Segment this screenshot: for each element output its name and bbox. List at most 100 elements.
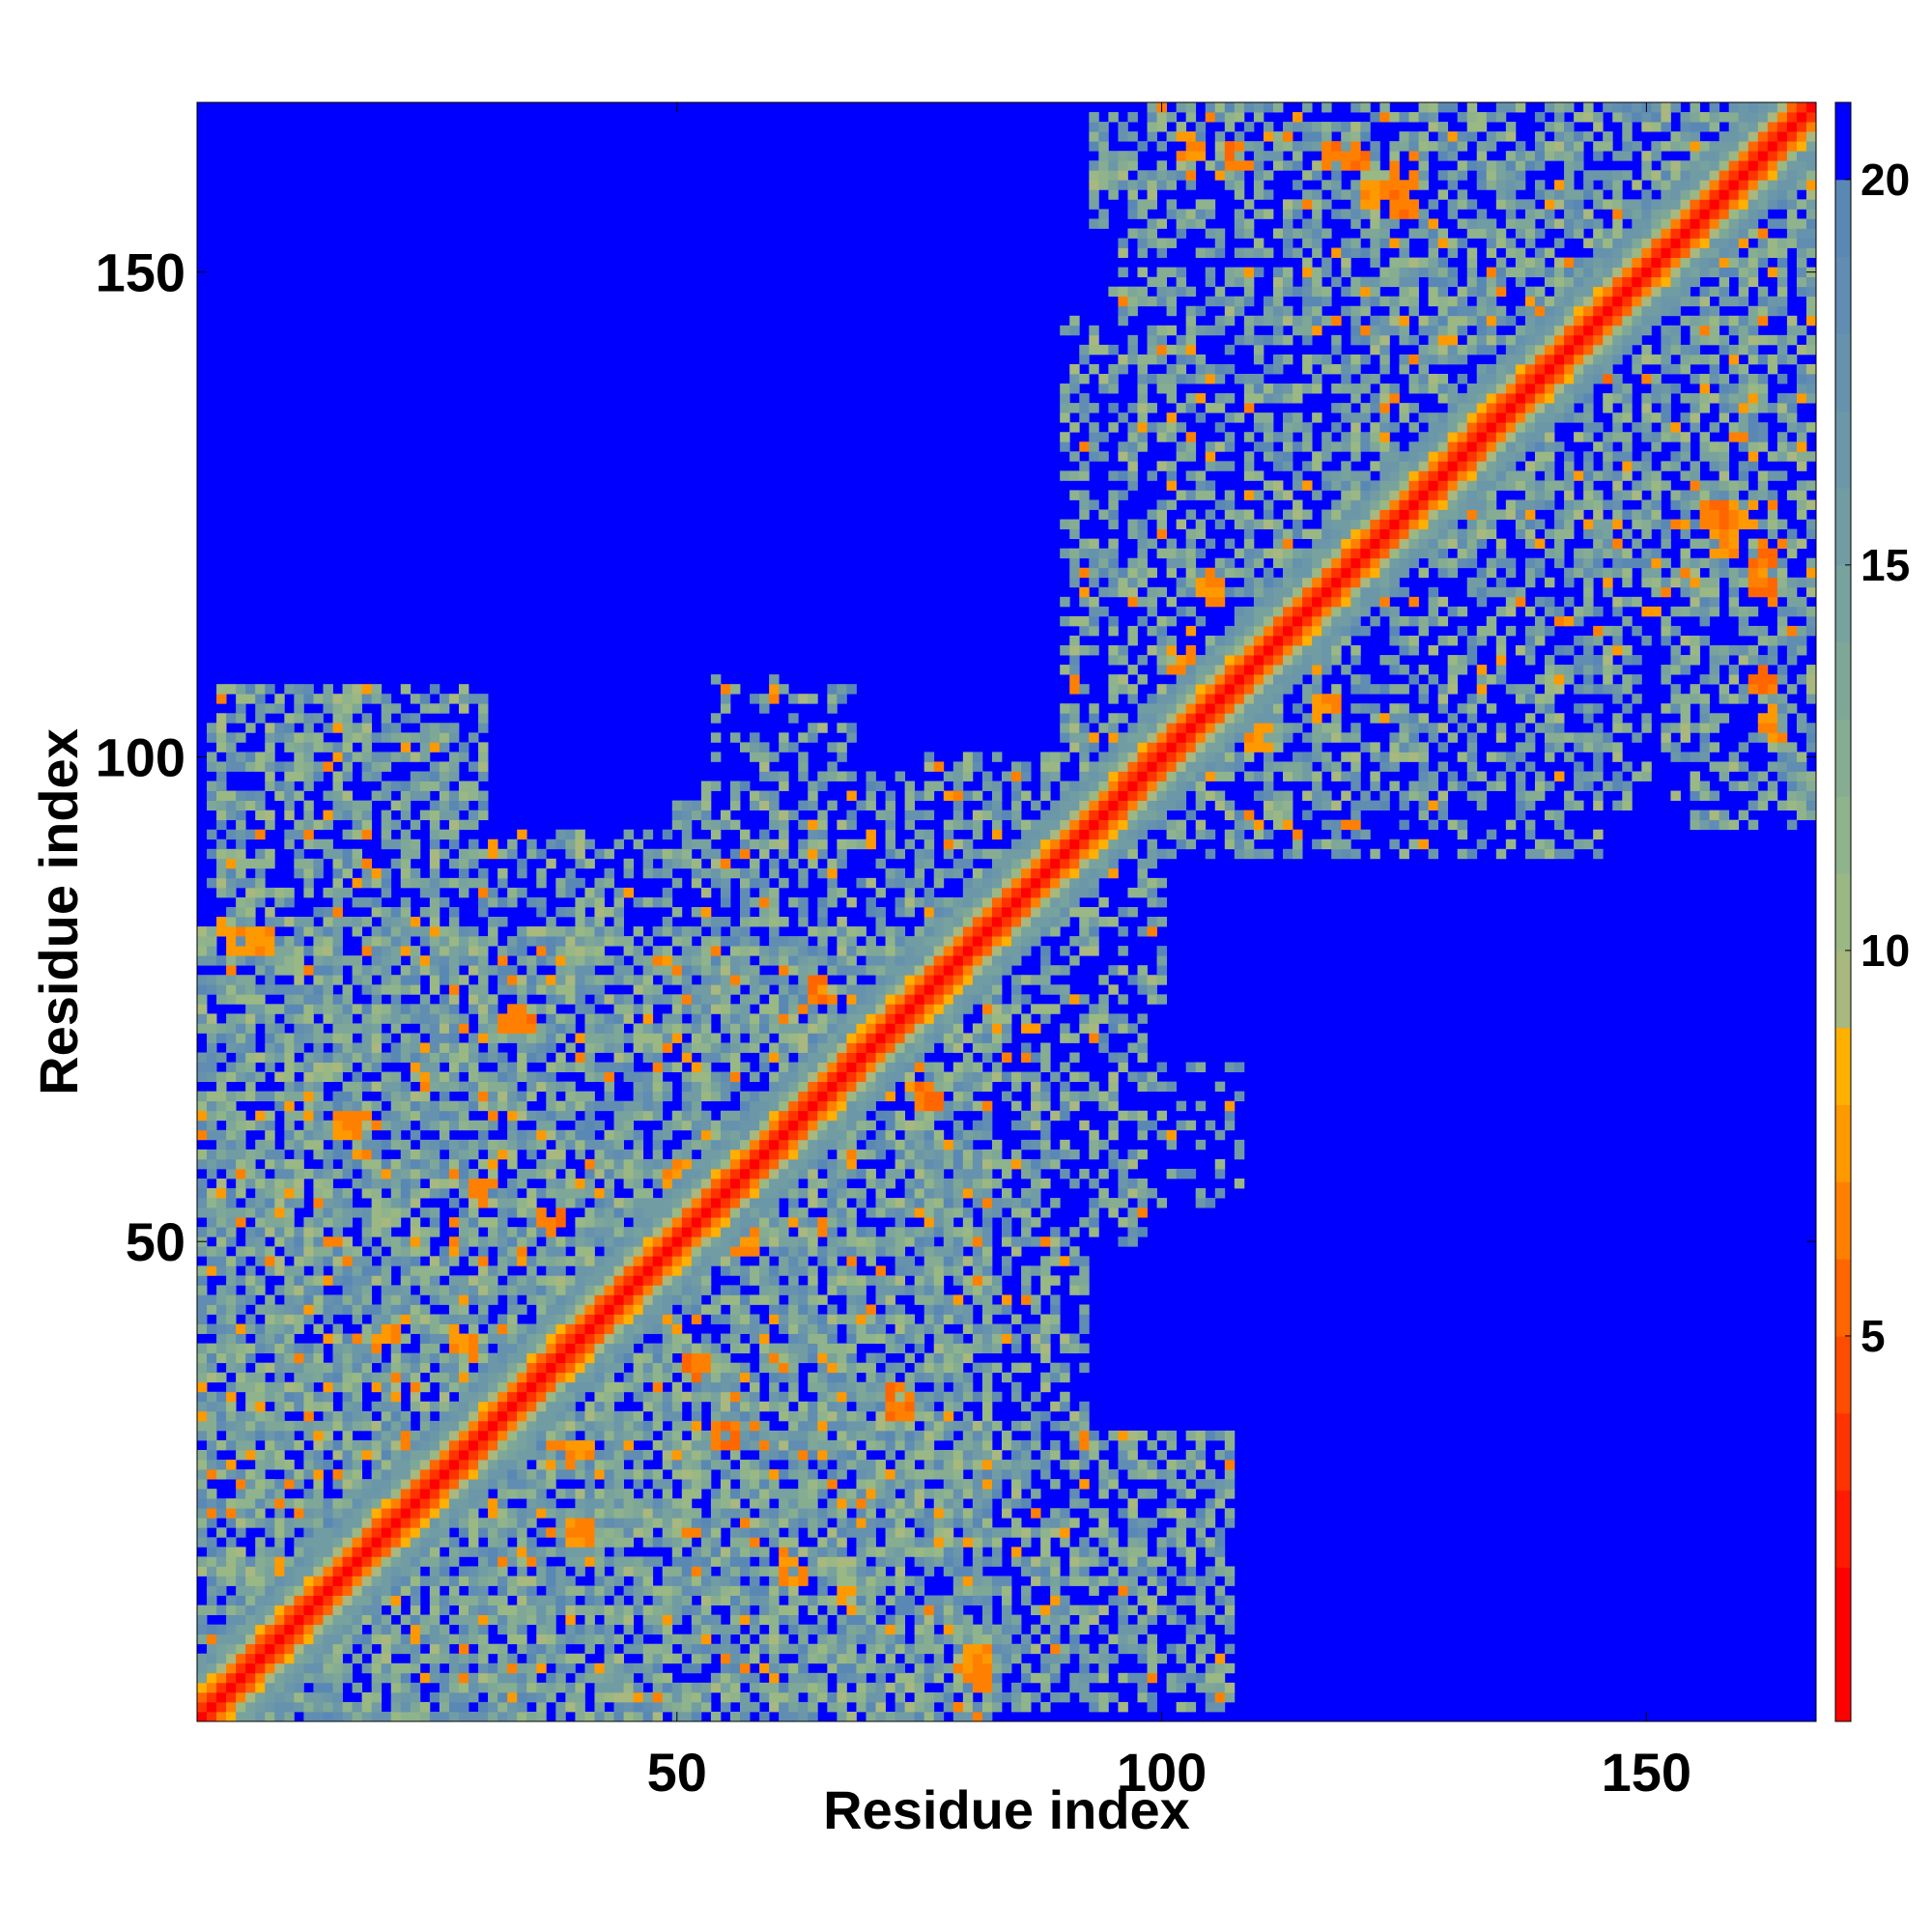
heatmap-cell xyxy=(429,1439,440,1451)
heatmap-cell xyxy=(245,1566,256,1577)
heatmap-cell xyxy=(488,1566,498,1577)
heatmap-cell xyxy=(284,1304,295,1315)
heatmap-cell xyxy=(623,1168,635,1179)
heatmap-cell xyxy=(207,1129,217,1141)
heatmap-cell xyxy=(507,1081,518,1093)
heatmap-cell xyxy=(808,1168,818,1179)
heatmap-cell xyxy=(294,1362,304,1374)
heatmap-cell xyxy=(526,1275,537,1286)
heatmap-cell xyxy=(342,1439,353,1451)
heatmap-cell xyxy=(226,1634,237,1645)
heatmap-cell xyxy=(798,1634,809,1645)
heatmap-cell xyxy=(507,1401,518,1412)
heatmap-cell xyxy=(517,1479,527,1490)
heatmap-cell xyxy=(197,1430,208,1441)
heatmap-cell xyxy=(352,1518,363,1528)
heatmap-cell xyxy=(439,1265,450,1276)
heatmap-cell xyxy=(381,1662,392,1674)
heatmap-cell xyxy=(342,1285,353,1295)
heatmap-cell xyxy=(255,790,266,801)
heatmap-cell xyxy=(488,1362,498,1374)
heatmap-cell xyxy=(410,1294,421,1305)
heatmap-cell xyxy=(565,1110,576,1122)
heatmap-cell xyxy=(458,694,469,704)
heatmap-cell xyxy=(352,917,363,927)
heatmap-cell xyxy=(303,752,314,762)
heatmap-cell xyxy=(323,1585,333,1596)
heatmap-cell xyxy=(236,975,246,985)
heatmap-cell xyxy=(759,1566,770,1577)
heatmap-cell xyxy=(381,1004,392,1014)
heatmap-cell xyxy=(245,955,256,966)
heatmap-cell xyxy=(720,1643,731,1655)
heatmap-cell xyxy=(197,1314,208,1324)
heatmap-cell xyxy=(371,1401,383,1412)
heatmap-cell xyxy=(469,1449,479,1461)
heatmap-cell xyxy=(623,1100,635,1112)
heatmap-cell xyxy=(439,994,450,1005)
heatmap-cell xyxy=(488,1672,498,1684)
heatmap-cell xyxy=(788,1643,799,1655)
heatmap-cell xyxy=(361,1518,373,1528)
heatmap-cell xyxy=(390,1662,402,1674)
heatmap-cell xyxy=(255,1323,266,1334)
heatmap-cell xyxy=(207,975,217,985)
heatmap-cell xyxy=(642,1624,654,1635)
heatmap-cell xyxy=(488,1081,498,1093)
heatmap-cell xyxy=(303,946,314,956)
heatmap-cell xyxy=(808,1547,818,1557)
heatmap-cell xyxy=(410,1391,421,1403)
heatmap-cell xyxy=(419,1401,431,1412)
heatmap-cell xyxy=(710,984,722,995)
heatmap-cell xyxy=(448,1198,460,1208)
heatmap-cell xyxy=(469,1352,479,1364)
heatmap-cell xyxy=(313,1518,324,1528)
heatmap-cell xyxy=(216,1634,227,1645)
heatmap-cell xyxy=(750,867,760,879)
heatmap-cell xyxy=(236,848,246,860)
heatmap-cell xyxy=(439,1381,450,1393)
heatmap-cell xyxy=(671,906,683,918)
heatmap-cell xyxy=(536,1576,547,1586)
heatmap-cell xyxy=(555,1595,566,1605)
heatmap-cell xyxy=(478,1033,489,1043)
heatmap-cell xyxy=(536,1508,547,1519)
heatmap-cell xyxy=(197,1246,208,1257)
heatmap-cell xyxy=(488,1178,498,1189)
heatmap-cell xyxy=(294,703,304,714)
heatmap-cell xyxy=(788,1139,799,1151)
heatmap-cell xyxy=(226,1605,237,1616)
heatmap-cell xyxy=(604,1439,614,1451)
heatmap-cell xyxy=(710,1430,722,1441)
heatmap-cell xyxy=(419,1304,431,1315)
heatmap-cell xyxy=(478,1333,489,1344)
heatmap-cell xyxy=(469,877,479,889)
heatmap-cell xyxy=(759,1518,770,1528)
heatmap-cell xyxy=(294,1479,304,1490)
heatmap-cell xyxy=(613,936,624,947)
heatmap-cell xyxy=(478,1498,489,1509)
heatmap-cell xyxy=(429,838,440,850)
heatmap-cell xyxy=(720,984,731,995)
heatmap-cell xyxy=(207,1188,217,1199)
heatmap-cell xyxy=(488,1701,498,1713)
heatmap-cell xyxy=(381,1208,392,1218)
heatmap-cell xyxy=(565,1333,576,1344)
heatmap-cell xyxy=(633,1323,644,1334)
heatmap-cell xyxy=(497,1508,508,1519)
heatmap-cell xyxy=(303,1498,314,1509)
heatmap-cell xyxy=(236,1208,246,1218)
heatmap-cell xyxy=(594,1420,605,1432)
heatmap-cell xyxy=(265,1149,275,1160)
heatmap-cell xyxy=(671,1343,683,1354)
heatmap-cell xyxy=(526,1265,537,1276)
heatmap-cell xyxy=(342,761,353,772)
heatmap-cell xyxy=(371,1527,383,1538)
heatmap-cell xyxy=(226,1304,237,1315)
heatmap-cell xyxy=(652,1624,664,1635)
heatmap-cell xyxy=(313,975,324,985)
heatmap-cell xyxy=(642,1430,654,1441)
heatmap-cell xyxy=(769,1004,780,1014)
heatmap-cell xyxy=(691,1091,702,1102)
heatmap-cell xyxy=(546,1333,556,1344)
